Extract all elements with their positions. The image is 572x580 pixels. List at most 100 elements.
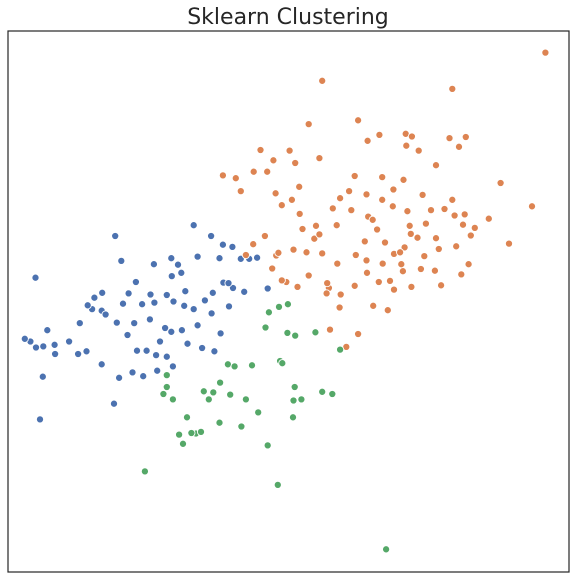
- data-point-series-1: [228, 242, 237, 251]
- data-point-series-2: [402, 141, 411, 150]
- data-point-series-2: [406, 229, 415, 238]
- data-point-series-3: [182, 413, 192, 422]
- data-point-series-1: [198, 343, 207, 353]
- data-point-series-2: [315, 230, 324, 239]
- data-point-series-2: [263, 167, 272, 176]
- data-point-series-2: [318, 76, 327, 85]
- data-point-series-2: [333, 259, 342, 268]
- data-point-series-2: [345, 187, 354, 196]
- data-point-series-1: [263, 284, 272, 293]
- data-point-series-1: [117, 256, 126, 265]
- data-point-series-1: [124, 289, 133, 298]
- data-point-series-2: [289, 245, 298, 254]
- data-point-series-3: [273, 480, 282, 489]
- data-point-series-1: [123, 330, 132, 340]
- data-point-series-2: [249, 240, 258, 249]
- data-point-series-2: [350, 171, 359, 181]
- data-point-series-1: [132, 346, 142, 355]
- data-point-series-2: [380, 238, 390, 247]
- data-point-series-2: [304, 271, 313, 280]
- data-point-series-2: [304, 120, 313, 129]
- data-point-series-1: [189, 221, 198, 230]
- data-point-series-1: [31, 343, 41, 352]
- data-point-series-1: [39, 342, 48, 351]
- data-point-series-3: [159, 389, 168, 399]
- data-point-series-3: [274, 302, 284, 311]
- data-point-series-3: [283, 300, 292, 309]
- data-point-series-2: [396, 248, 405, 257]
- data-point-series-2: [373, 225, 382, 234]
- points-layer: [20, 48, 550, 554]
- data-point-series-3: [278, 359, 287, 368]
- data-point-series-2: [407, 132, 416, 141]
- data-point-series-1: [210, 347, 219, 356]
- data-point-series-2: [448, 84, 457, 93]
- data-point-series-2: [322, 289, 331, 298]
- data-point-series-2: [378, 259, 387, 268]
- data-point-series-3: [223, 360, 232, 369]
- data-point-series-3: [382, 545, 391, 554]
- data-point-series-3: [289, 396, 298, 405]
- data-point-series-1: [50, 340, 59, 349]
- data-point-series-1: [167, 254, 176, 263]
- data-point-series-2: [407, 282, 416, 291]
- data-point-series-2: [484, 214, 493, 223]
- data-point-series-1: [112, 318, 121, 327]
- data-point-series-1: [224, 279, 233, 288]
- data-point-series-2: [460, 210, 469, 219]
- data-point-series-1: [177, 268, 186, 277]
- data-point-series-1: [161, 323, 170, 333]
- data-point-series-2: [318, 249, 327, 258]
- data-point-series-1: [183, 339, 192, 348]
- data-point-series-1: [101, 310, 110, 319]
- data-point-series-2: [287, 195, 296, 204]
- data-point-series-2: [328, 204, 337, 213]
- data-point-series-3: [175, 430, 184, 439]
- data-point-series-2: [389, 285, 399, 294]
- chart-title: Sklearn Clustering: [187, 5, 389, 30]
- data-point-series-3: [209, 388, 218, 397]
- data-point-series-2: [336, 290, 345, 299]
- data-point-series-2: [260, 231, 269, 241]
- data-point-series-2: [420, 252, 429, 261]
- data-point-series-2: [362, 256, 371, 265]
- data-point-series-2: [413, 233, 422, 242]
- data-point-series-3: [261, 323, 270, 332]
- data-point-series-2: [368, 215, 377, 224]
- data-point-series-3: [237, 422, 246, 431]
- data-point-series-1: [189, 305, 198, 314]
- data-point-series-2: [315, 154, 324, 163]
- data-point-series-2: [448, 195, 457, 204]
- data-point-series-2: [466, 231, 475, 240]
- data-point-series-2: [445, 134, 454, 143]
- data-point-series-3: [247, 361, 257, 370]
- data-point-series-2: [354, 329, 363, 339]
- data-point-series-2: [268, 264, 277, 273]
- data-point-series-3: [311, 328, 320, 337]
- data-point-series-2: [271, 189, 280, 198]
- data-point-series-3: [336, 345, 345, 354]
- data-point-series-2: [369, 301, 378, 310]
- data-point-series-1: [43, 326, 52, 335]
- data-point-series-1: [173, 260, 183, 269]
- data-point-series-2: [397, 260, 406, 269]
- data-point-series-2: [440, 204, 449, 214]
- data-point-series-1: [115, 373, 124, 382]
- data-point-series-2: [378, 173, 387, 182]
- data-point-series-3: [226, 390, 235, 399]
- data-point-series-2: [434, 244, 443, 254]
- data-point-series-1: [65, 337, 74, 346]
- data-point-series-2: [437, 281, 446, 290]
- data-point-series-1: [162, 352, 171, 361]
- data-point-series-2: [383, 306, 392, 315]
- data-point-series-2: [403, 207, 412, 216]
- data-point-series-1: [142, 346, 151, 355]
- data-point-series-2: [332, 221, 341, 230]
- data-point-series-2: [426, 206, 436, 215]
- data-point-series-2: [302, 248, 311, 257]
- data-point-series-2: [347, 206, 356, 215]
- data-point-series-1: [128, 368, 137, 377]
- data-point-series-2: [354, 116, 363, 125]
- data-point-series-2: [398, 267, 407, 276]
- data-point-series-1: [180, 301, 189, 310]
